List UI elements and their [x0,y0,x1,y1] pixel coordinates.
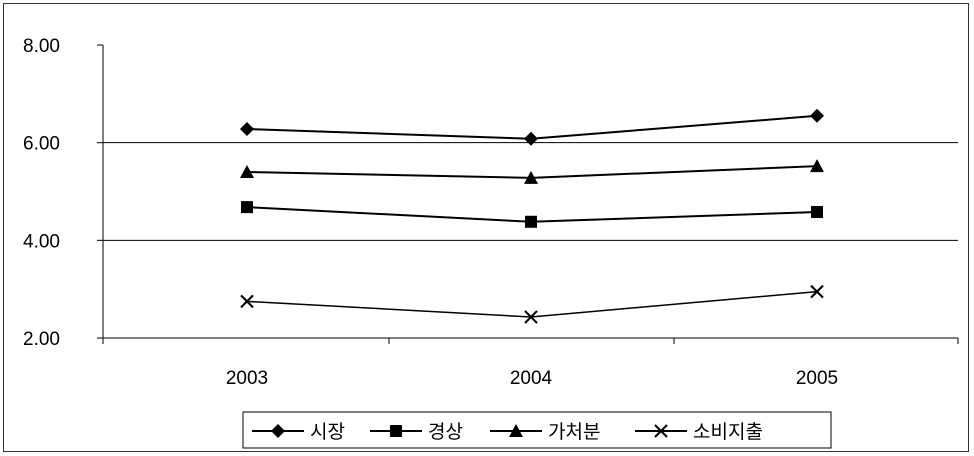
series-1 [240,108,824,146]
data-point [241,201,253,214]
legend-marker [509,424,523,437]
legend-item: 시장 [252,421,345,443]
legend-item: 소비지출 [635,421,763,443]
legend-marker [390,425,402,437]
legend-label: 시장 [310,421,345,443]
chart-frame [3,3,969,452]
series-group [240,108,824,324]
legend-marker [271,424,285,438]
data-point [524,131,538,146]
y-tick-label: 8.00 [23,36,60,57]
data-point [810,159,824,173]
legend: 시장 경상 가처분 소비지출 [242,411,832,449]
data-point [810,284,824,299]
axes [97,44,959,344]
series-3 [240,159,824,184]
data-point [810,108,824,123]
data-point [524,170,538,184]
series-line [246,290,818,318]
x-tick-label: 2003 [226,368,268,389]
series-4 [240,284,824,324]
data-point [240,164,254,178]
legend-item: 경상 [370,421,463,443]
y-tick-label: 6.00 [23,134,60,155]
series-2 [241,201,823,228]
x-tick-label: 2004 [510,368,553,389]
data-point [525,215,537,228]
y-tick-label: 4.00 [23,231,60,252]
data-point [240,294,254,309]
y-tick-label: 2.00 [23,329,60,350]
data-point [811,206,823,219]
tick-labels: 2.00 4.00 6.00 8.00 2003 2004 2005 [23,36,838,389]
legend-item: 가처분 [490,421,600,443]
legend-label: 가처분 [548,421,600,443]
data-point [240,121,254,136]
data-point [524,310,538,324]
legend-label: 소비지출 [693,421,763,443]
legend-label: 경상 [428,421,463,443]
x-tick-label: 2005 [796,368,838,389]
legend-marker [654,424,668,438]
